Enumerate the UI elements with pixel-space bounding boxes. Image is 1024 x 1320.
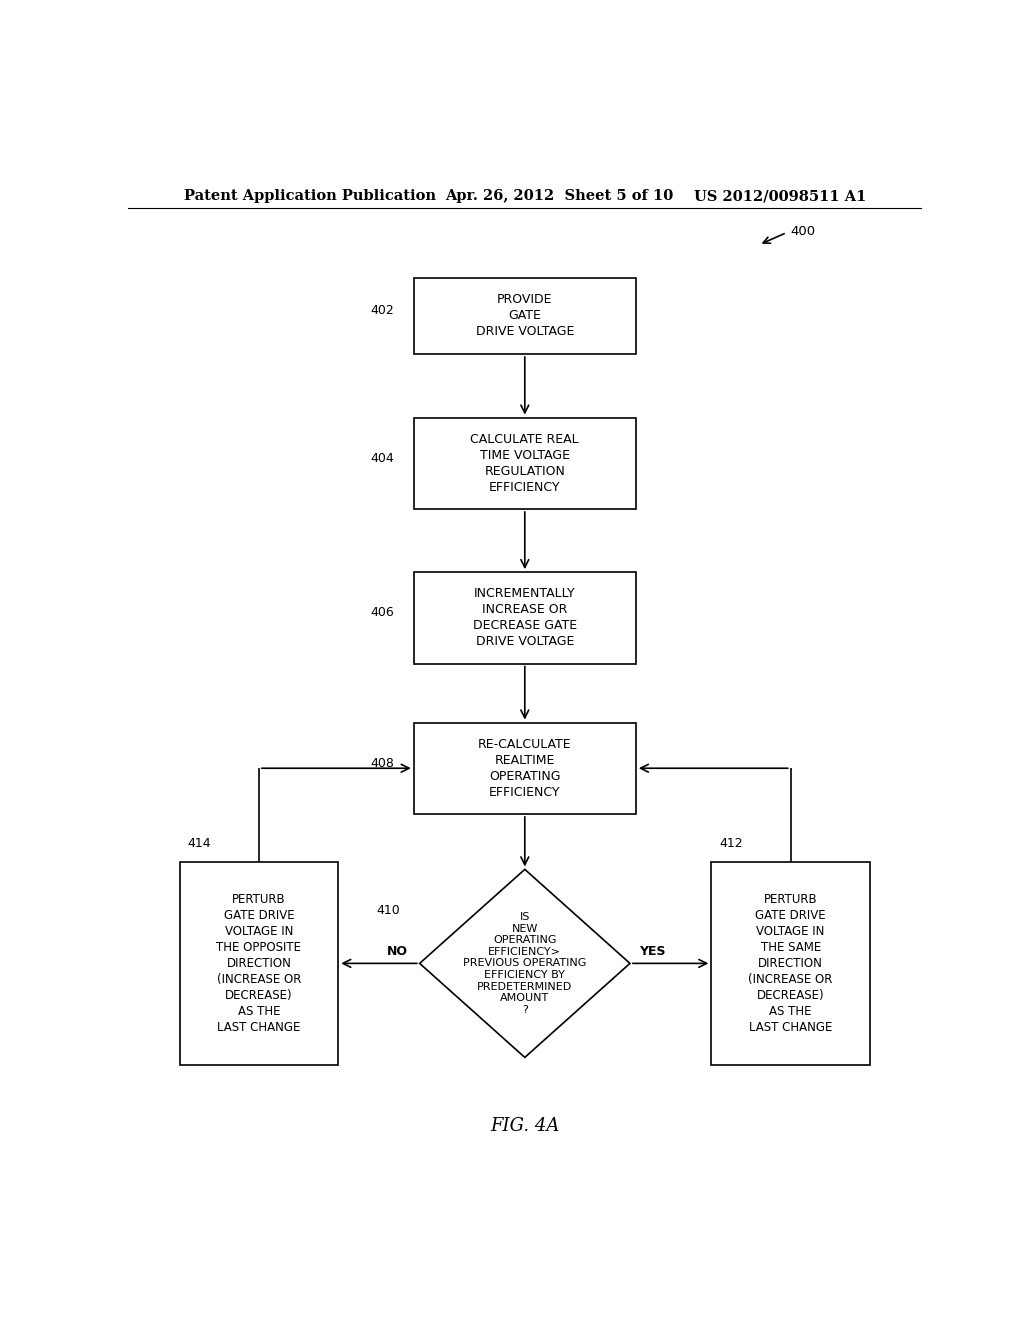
Text: RE-CALCULATE
REALTIME
OPERATING
EFFICIENCY: RE-CALCULATE REALTIME OPERATING EFFICIEN… [478,738,571,799]
Text: 414: 414 [187,837,211,850]
FancyBboxPatch shape [179,862,338,1065]
Text: PROVIDE
GATE
DRIVE VOLTAGE: PROVIDE GATE DRIVE VOLTAGE [475,293,574,338]
Text: 402: 402 [370,305,394,317]
Text: IS
NEW
OPERATING
EFFICIENCY>
PREVIOUS OPERATING
EFFICIENCY BY
PREDETERMINED
AMOU: IS NEW OPERATING EFFICIENCY> PREVIOUS OP… [463,912,587,1015]
FancyBboxPatch shape [414,722,636,814]
FancyBboxPatch shape [712,862,870,1065]
Text: 406: 406 [370,606,394,619]
Text: 408: 408 [370,756,394,770]
Text: 412: 412 [719,837,742,850]
FancyBboxPatch shape [414,417,636,510]
FancyBboxPatch shape [414,572,636,664]
Text: Patent Application Publication: Patent Application Publication [183,189,435,203]
Text: 404: 404 [370,451,394,465]
Text: YES: YES [639,945,666,958]
Text: PERTURB
GATE DRIVE
VOLTAGE IN
THE OPPOSITE
DIRECTION
(INCREASE OR
DECREASE)
AS T: PERTURB GATE DRIVE VOLTAGE IN THE OPPOSI… [216,892,301,1034]
Text: INCREMENTALLY
INCREASE OR
DECREASE GATE
DRIVE VOLTAGE: INCREMENTALLY INCREASE OR DECREASE GATE … [473,587,577,648]
Text: PERTURB
GATE DRIVE
VOLTAGE IN
THE SAME
DIRECTION
(INCREASE OR
DECREASE)
AS THE
L: PERTURB GATE DRIVE VOLTAGE IN THE SAME D… [749,892,833,1034]
Text: CALCULATE REAL
TIME VOLTAGE
REGULATION
EFFICIENCY: CALCULATE REAL TIME VOLTAGE REGULATION E… [470,433,580,494]
Text: 410: 410 [376,903,399,916]
Polygon shape [420,870,630,1057]
Text: US 2012/0098511 A1: US 2012/0098511 A1 [693,189,866,203]
Text: Apr. 26, 2012  Sheet 5 of 10: Apr. 26, 2012 Sheet 5 of 10 [445,189,674,203]
FancyBboxPatch shape [414,277,636,354]
Text: 400: 400 [791,226,816,238]
Text: FIG. 4A: FIG. 4A [490,1117,559,1135]
Text: NO: NO [387,945,408,958]
